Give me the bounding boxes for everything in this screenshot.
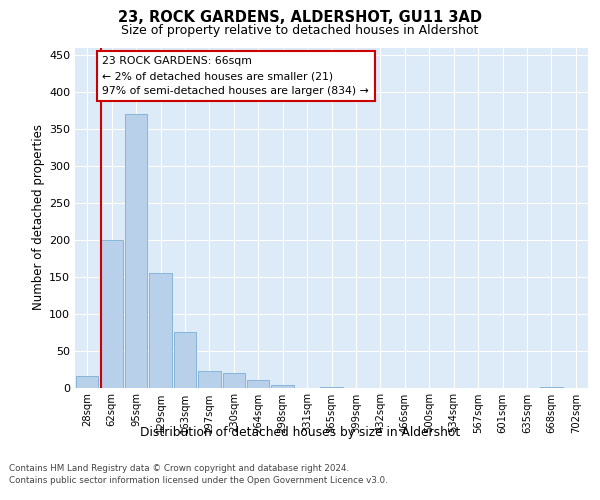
Bar	[223, 372, 245, 388]
Bar	[100, 240, 123, 388]
Bar	[76, 376, 98, 388]
Bar	[173, 332, 196, 388]
Bar	[125, 114, 148, 388]
Bar	[320, 387, 343, 388]
Bar	[271, 386, 294, 388]
Text: Size of property relative to detached houses in Aldershot: Size of property relative to detached ho…	[121, 24, 479, 37]
Bar	[540, 387, 563, 388]
Text: Distribution of detached houses by size in Aldershot: Distribution of detached houses by size …	[140, 426, 460, 439]
Bar	[198, 371, 221, 388]
Bar	[247, 380, 269, 388]
Text: Contains public sector information licensed under the Open Government Licence v3: Contains public sector information licen…	[9, 476, 388, 485]
Bar	[149, 273, 172, 388]
Y-axis label: Number of detached properties: Number of detached properties	[32, 124, 45, 310]
Text: Contains HM Land Registry data © Crown copyright and database right 2024.: Contains HM Land Registry data © Crown c…	[9, 464, 349, 473]
Text: 23, ROCK GARDENS, ALDERSHOT, GU11 3AD: 23, ROCK GARDENS, ALDERSHOT, GU11 3AD	[118, 10, 482, 25]
Text: 23 ROCK GARDENS: 66sqm
← 2% of detached houses are smaller (21)
97% of semi-deta: 23 ROCK GARDENS: 66sqm ← 2% of detached …	[103, 56, 369, 96]
